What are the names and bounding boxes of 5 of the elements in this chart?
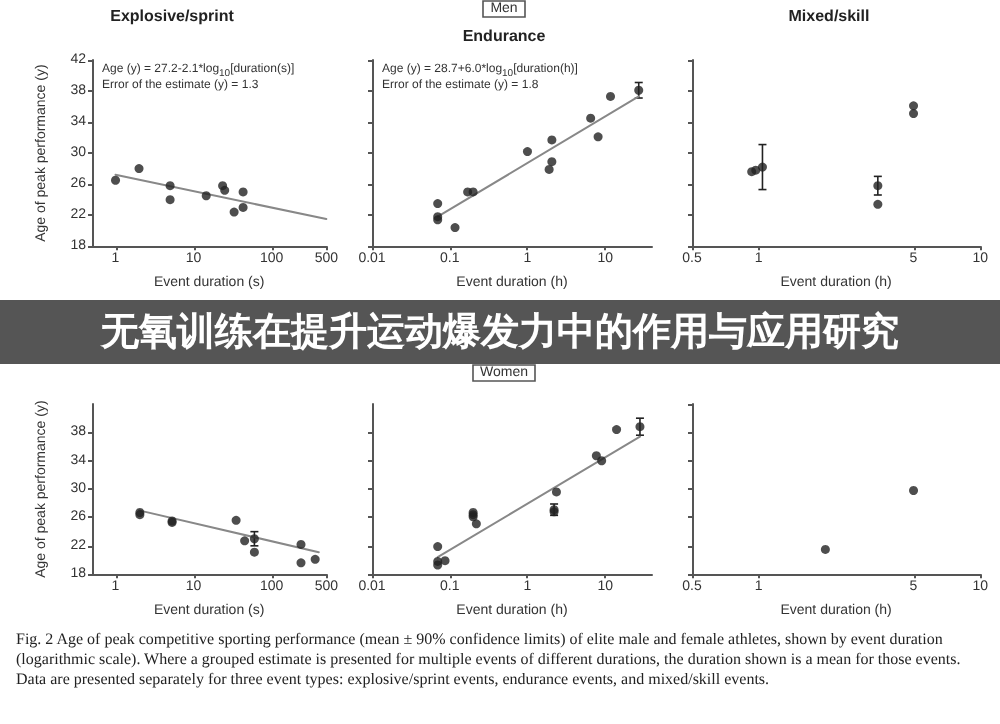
- chart-title: Mixed/skill: [788, 7, 870, 25]
- chart-title: Endurance: [462, 27, 547, 45]
- caption: Fig. 2 Age of peak competitive sporting performance (mean ± 90% confidence limits) of elite male and female athletes, shown by event duration (logarithmic scale). Where a grouped estimate is presented for multiple events of different durations, the duration shown is a mean for those events. Data are presented separately for three event types: explosive/sprint events, endurance events, and mixed/skill events.: [16, 630, 963, 690]
- text: 无氧训练在提升运动爆发力中的作用与应用研究: [0, 300, 1000, 364]
- chart-title: Explosive/sprint: [110, 7, 235, 25]
